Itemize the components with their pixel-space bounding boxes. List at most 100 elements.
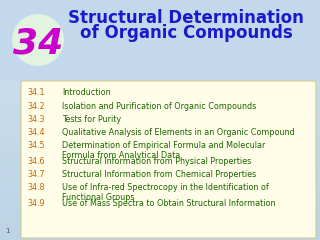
Bar xyxy=(0,159,320,160)
Bar xyxy=(0,150,320,151)
Bar xyxy=(0,103,320,104)
Bar xyxy=(0,156,320,157)
Bar xyxy=(0,66,320,67)
Bar xyxy=(0,205,320,206)
Bar xyxy=(0,238,320,239)
Bar xyxy=(0,211,320,212)
Bar xyxy=(0,74,320,75)
Bar xyxy=(0,239,320,240)
Bar xyxy=(0,90,320,91)
Bar xyxy=(0,37,320,38)
Bar xyxy=(0,63,320,64)
Bar xyxy=(0,148,320,149)
Bar xyxy=(0,69,320,70)
Bar xyxy=(0,95,320,96)
Bar xyxy=(0,104,320,105)
Text: 34.7: 34.7 xyxy=(27,170,44,179)
Bar xyxy=(0,128,320,129)
Bar xyxy=(0,170,320,171)
Bar xyxy=(0,85,320,86)
Bar xyxy=(0,232,320,233)
Text: 34.9: 34.9 xyxy=(27,199,44,208)
Bar xyxy=(0,51,320,52)
Bar xyxy=(0,223,320,224)
Bar xyxy=(0,44,320,45)
Bar xyxy=(0,18,320,19)
Bar xyxy=(0,49,320,50)
Bar xyxy=(0,171,320,172)
Bar xyxy=(0,83,320,84)
Bar xyxy=(0,226,320,227)
Bar xyxy=(0,194,320,195)
Bar xyxy=(0,169,320,170)
Bar xyxy=(0,183,320,184)
Bar xyxy=(0,166,320,167)
Bar xyxy=(0,67,320,68)
Text: Qualitative Analysis of Elements in an Organic Compound: Qualitative Analysis of Elements in an O… xyxy=(62,128,295,137)
Bar xyxy=(0,88,320,89)
Bar xyxy=(0,204,320,205)
Bar xyxy=(0,7,320,8)
Bar xyxy=(0,13,320,14)
Text: 34.8: 34.8 xyxy=(27,183,44,192)
Bar xyxy=(0,111,320,112)
Bar xyxy=(0,122,320,123)
Text: Determination of Empirical Formula and Molecular: Determination of Empirical Formula and M… xyxy=(62,141,265,150)
Bar xyxy=(0,196,320,197)
Bar xyxy=(0,123,320,124)
Bar xyxy=(0,14,320,15)
Bar xyxy=(0,115,320,116)
Bar xyxy=(0,142,320,143)
Bar xyxy=(0,157,320,158)
Bar xyxy=(0,220,320,221)
Bar xyxy=(0,153,320,154)
Text: Structural Determination: Structural Determination xyxy=(68,9,304,27)
Bar xyxy=(0,130,320,131)
Bar xyxy=(0,191,320,192)
Bar xyxy=(0,99,320,100)
Bar xyxy=(0,45,320,46)
Text: Structural Information from Physical Properties: Structural Information from Physical Pro… xyxy=(62,157,251,166)
Bar xyxy=(0,118,320,119)
Bar xyxy=(0,98,320,99)
Text: Formula from Analytical Data: Formula from Analytical Data xyxy=(62,151,180,160)
Bar xyxy=(0,4,320,5)
Bar xyxy=(0,46,320,47)
Text: 1: 1 xyxy=(5,228,10,234)
Bar xyxy=(0,139,320,140)
Bar xyxy=(0,178,320,179)
Bar xyxy=(0,210,320,211)
Bar xyxy=(0,47,320,48)
Bar xyxy=(0,155,320,156)
Bar xyxy=(0,64,320,65)
Bar xyxy=(0,229,320,230)
Bar xyxy=(0,28,320,29)
Bar xyxy=(0,189,320,190)
Bar xyxy=(0,181,320,182)
Bar xyxy=(0,100,320,101)
Bar xyxy=(0,135,320,136)
Bar xyxy=(0,201,320,202)
Bar xyxy=(0,230,320,231)
Bar xyxy=(0,206,320,207)
Bar xyxy=(0,214,320,215)
Bar xyxy=(0,25,320,26)
Bar xyxy=(0,235,320,236)
Bar xyxy=(0,174,320,175)
Bar xyxy=(0,19,320,20)
Bar xyxy=(0,96,320,97)
Bar xyxy=(0,2,320,3)
Bar xyxy=(0,108,320,109)
Bar xyxy=(0,197,320,198)
Bar xyxy=(0,222,320,223)
Bar xyxy=(0,182,320,183)
Text: Isolation and Purification of Organic Compounds: Isolation and Purification of Organic Co… xyxy=(62,102,256,111)
Bar xyxy=(0,184,320,185)
Bar xyxy=(0,39,320,40)
Bar xyxy=(0,202,320,203)
Bar xyxy=(0,190,320,191)
Bar xyxy=(0,113,320,114)
Bar xyxy=(0,188,320,189)
Bar xyxy=(0,200,320,201)
Bar xyxy=(0,26,320,27)
